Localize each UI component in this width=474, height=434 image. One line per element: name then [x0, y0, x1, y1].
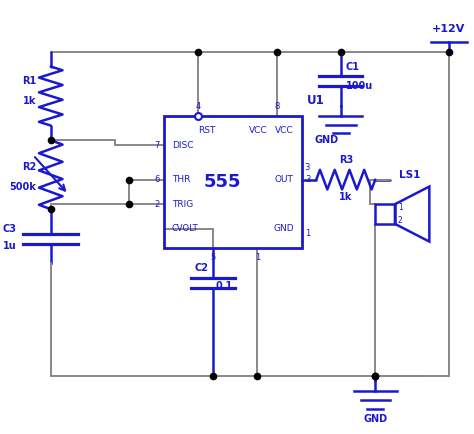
- Text: 1u: 1u: [2, 240, 16, 250]
- Bar: [164, 116, 301, 249]
- Text: C3: C3: [2, 224, 16, 234]
- Text: 555: 555: [204, 173, 242, 191]
- Text: 500k: 500k: [9, 181, 36, 191]
- Text: 100u: 100u: [346, 81, 373, 91]
- Text: 7: 7: [155, 141, 160, 150]
- Text: 3: 3: [304, 163, 310, 172]
- Text: +12V: +12V: [432, 24, 465, 34]
- Text: RST: RST: [198, 125, 216, 135]
- Text: 1k: 1k: [23, 96, 36, 106]
- Text: GND: GND: [363, 414, 387, 424]
- Text: 5: 5: [210, 253, 216, 263]
- Text: 1: 1: [255, 253, 260, 263]
- Text: 1k: 1k: [339, 192, 353, 202]
- Text: R2: R2: [22, 162, 36, 172]
- Text: 4: 4: [196, 102, 201, 111]
- Text: 8: 8: [274, 102, 280, 111]
- Text: C1: C1: [346, 62, 360, 72]
- Text: GND: GND: [273, 224, 293, 233]
- Text: 6: 6: [155, 175, 160, 184]
- Text: DISC: DISC: [172, 141, 193, 150]
- Text: TRIG: TRIG: [172, 200, 193, 209]
- Text: OUT: OUT: [275, 175, 293, 184]
- Text: 2: 2: [398, 217, 402, 225]
- Text: R1: R1: [22, 76, 36, 86]
- Text: R3: R3: [338, 155, 353, 165]
- Text: 0.1: 0.1: [216, 281, 233, 291]
- Text: 2: 2: [155, 200, 160, 209]
- Text: 1: 1: [305, 229, 310, 238]
- Text: U1: U1: [306, 95, 324, 108]
- Bar: [375, 204, 395, 224]
- Text: 3: 3: [305, 175, 311, 184]
- Text: CVOLT: CVOLT: [172, 224, 198, 233]
- Text: THR: THR: [172, 175, 190, 184]
- Text: VCC: VCC: [275, 126, 293, 135]
- Text: 1: 1: [398, 203, 402, 212]
- Text: LS1: LS1: [399, 170, 420, 180]
- Text: C2: C2: [194, 263, 208, 273]
- Text: GND: GND: [314, 135, 338, 145]
- Text: VCC: VCC: [248, 125, 267, 135]
